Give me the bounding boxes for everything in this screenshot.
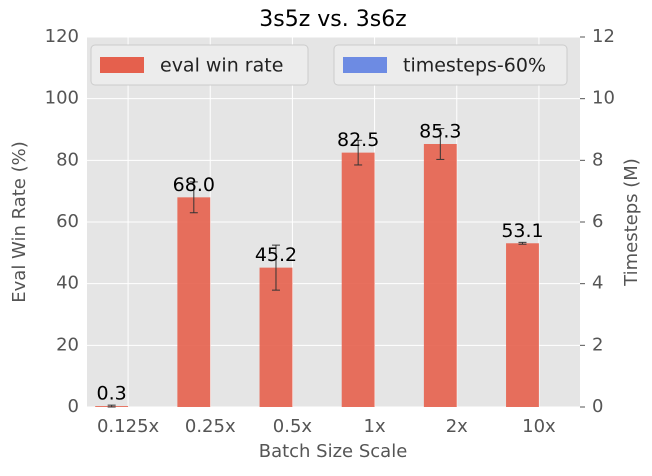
y-tick-label: 40 <box>56 273 79 294</box>
chart-title: 3s5z vs. 3s6z <box>259 7 406 32</box>
y2-axis-label: Timesteps (M) <box>621 158 642 287</box>
x-tick-label: 1x <box>364 416 386 437</box>
y-tick-label: 80 <box>56 149 79 170</box>
data-label: 82.5 <box>337 129 379 151</box>
y2-tick-label: 4 <box>592 273 603 294</box>
y-tick-label: 60 <box>56 211 79 232</box>
y-tick-label: 120 <box>45 26 79 47</box>
legend-label: timesteps-60% <box>403 55 546 77</box>
data-label: 68.0 <box>173 174 215 196</box>
y-axis-label: Eval Win Rate (%) <box>9 141 30 302</box>
x-tick-label: 0.25x <box>185 416 236 437</box>
legend-box <box>333 44 568 86</box>
y2-tick-label: 6 <box>592 211 603 232</box>
x-tick-label: 0.5x <box>273 416 313 437</box>
y-tick-label: 100 <box>45 88 79 109</box>
bar <box>177 197 211 407</box>
legend-box <box>90 44 309 86</box>
bar <box>506 243 539 407</box>
y2-tick-label: 10 <box>592 88 615 109</box>
y2-tick-label: 0 <box>592 396 603 417</box>
x-tick-label: 0.125x <box>97 416 160 437</box>
bar <box>423 143 457 407</box>
error-bar <box>189 181 198 214</box>
data-label: 53.1 <box>501 220 543 242</box>
x-tick-label: 2x <box>446 416 468 437</box>
y2-tick-label: 8 <box>592 149 603 170</box>
legend-label: eval win rate <box>160 55 283 77</box>
legend-swatch <box>343 57 387 73</box>
x-tick-label: 10x <box>522 416 556 437</box>
y-tick-label: 0 <box>68 396 79 417</box>
bar <box>259 267 293 407</box>
error-bar <box>518 241 527 245</box>
error-bar <box>107 404 116 408</box>
x-axis-label: Batch Size Scale <box>259 441 408 462</box>
data-label: 85.3 <box>419 120 461 142</box>
error-bar <box>271 244 280 291</box>
bar <box>341 152 375 407</box>
data-label: 45.2 <box>255 244 297 266</box>
y2-tick-label: 12 <box>592 26 615 47</box>
error-bar <box>354 139 363 166</box>
y2-tick-label: 2 <box>592 334 603 355</box>
legend-swatch <box>100 57 144 73</box>
error-bar <box>436 128 445 160</box>
y-tick-label: 20 <box>56 334 79 355</box>
data-label: 0.3 <box>97 383 127 405</box>
